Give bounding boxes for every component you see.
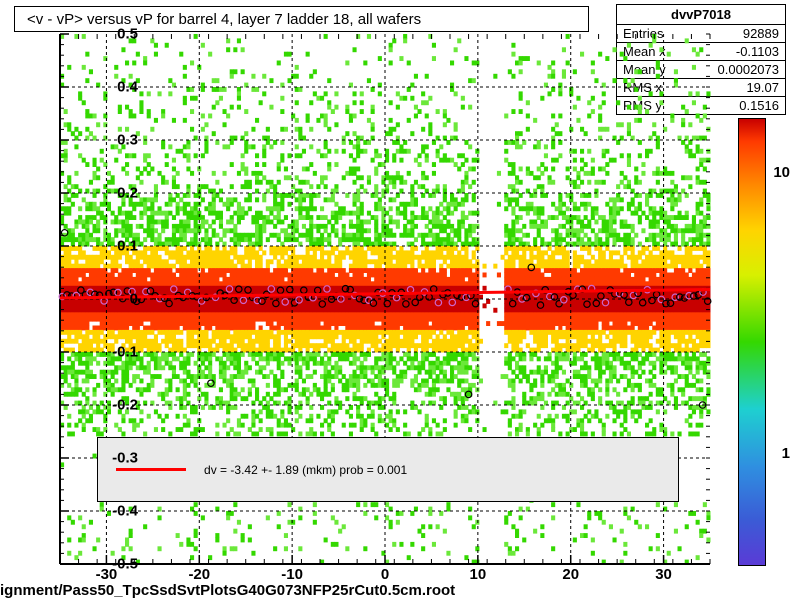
y-tick-label: 0.5 [88,26,138,43]
y-tick-label: 0 [88,291,138,308]
y-tick-label: -0.2 [88,397,138,414]
x-tick-label: 10 [470,566,487,583]
colorbar-label: 1 [782,445,790,462]
y-tick-label: 0.3 [88,132,138,149]
fit-text: dv = -3.42 +- 1.89 (mkm) prob = 0.001 [204,463,407,477]
x-tick-label: -10 [281,566,303,583]
x-tick-label: 30 [655,566,672,583]
footer-path: ignment/Pass50_TpcSsdSvtPlotsG40G073NFP2… [0,582,455,599]
fit-line-sample [116,468,186,471]
colorbar [738,118,766,566]
x-tick-label: 0 [381,566,389,583]
fit-result-box: dv = -3.42 +- 1.89 (mkm) prob = 0.001 [97,437,679,503]
x-tick-label: -20 [188,566,210,583]
y-tick-label: -0.4 [88,503,138,520]
y-tick-label: -0.1 [88,344,138,361]
colorbar-label: 10 [773,164,790,181]
y-tick-label: -0.3 [88,450,138,467]
y-tick-label: 0.2 [88,185,138,202]
y-tick-label: 0.1 [88,238,138,255]
x-tick-label: -30 [96,566,118,583]
y-tick-label: 0.4 [88,79,138,96]
x-tick-label: 20 [562,566,579,583]
